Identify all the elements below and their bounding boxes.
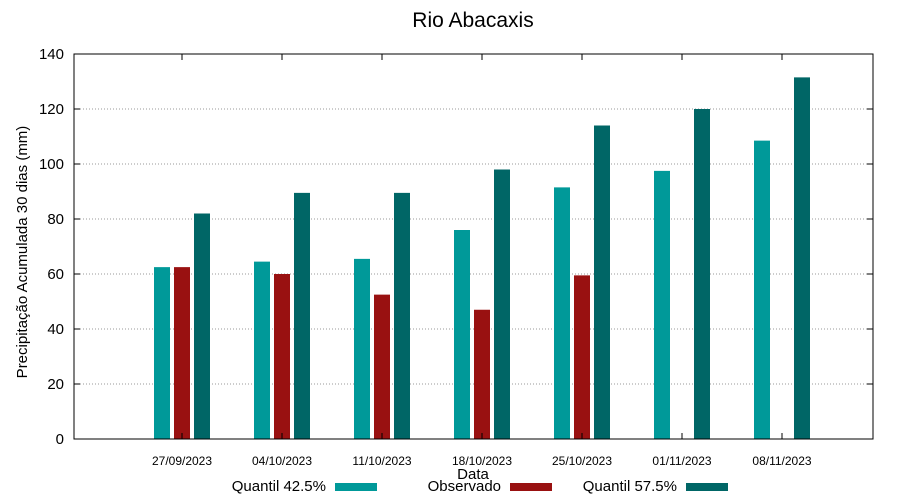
- bar: [594, 125, 610, 439]
- legend-swatch: [686, 483, 728, 491]
- bars-group: [154, 77, 810, 439]
- x-tick-label: 25/10/2023: [552, 454, 612, 468]
- legend-label: Observado: [428, 478, 501, 495]
- legend: Quantil 42.5% Observado Quantil 57.5%: [232, 478, 728, 495]
- bar: [554, 187, 570, 439]
- y-axis: 0 20 40 60 80 100 120 140: [39, 46, 873, 448]
- y-tick-label: 40: [47, 321, 64, 338]
- bar: [654, 170, 670, 439]
- bar: [794, 77, 810, 439]
- x-axis-label: Data: [457, 466, 489, 483]
- x-tick-label: 08/11/2023: [752, 454, 811, 468]
- bar: [474, 309, 490, 439]
- bar: [254, 261, 270, 439]
- x-tick-label: 27/09/2023: [152, 454, 212, 468]
- y-axis-label: Precipitação Acumulada 30 dias (mm): [14, 126, 31, 379]
- legend-label: Quantil 42.5%: [232, 478, 326, 495]
- x-axis: 27/09/2023 04/10/2023 11/10/2023 18/10/2023…: [152, 54, 812, 468]
- bar: [454, 230, 470, 439]
- bar: [494, 169, 510, 439]
- bar: [354, 258, 370, 439]
- grid-lines: [74, 108, 873, 385]
- x-tick-label: 04/10/2023: [252, 454, 312, 468]
- bar: [154, 267, 170, 439]
- bar: [174, 267, 190, 439]
- bar: [394, 192, 410, 439]
- bar: [294, 192, 310, 439]
- bar: [694, 109, 710, 439]
- y-tick-label: 80: [47, 211, 64, 228]
- bar: [274, 274, 290, 439]
- bar: [374, 294, 390, 439]
- y-tick-label: 100: [39, 156, 64, 173]
- x-tick-label: 01/11/2023: [652, 454, 711, 468]
- bar: [194, 213, 210, 439]
- legend-swatch: [510, 483, 552, 491]
- y-tick-label: 0: [56, 431, 64, 448]
- plot-frame: [73, 53, 874, 440]
- y-tick-label: 20: [47, 376, 64, 393]
- y-tick-label: 60: [47, 266, 64, 283]
- legend-label: Quantil 57.5%: [583, 478, 677, 495]
- chart-title: Rio Abacaxis: [412, 9, 533, 32]
- legend-swatch: [335, 483, 377, 491]
- x-tick-label: 11/10/2023: [352, 454, 411, 468]
- x-tick-label: 18/10/2023: [452, 454, 512, 468]
- bar: [574, 275, 590, 439]
- bar: [754, 140, 770, 439]
- y-tick-label: 140: [39, 46, 64, 63]
- y-tick-label: 120: [39, 101, 64, 118]
